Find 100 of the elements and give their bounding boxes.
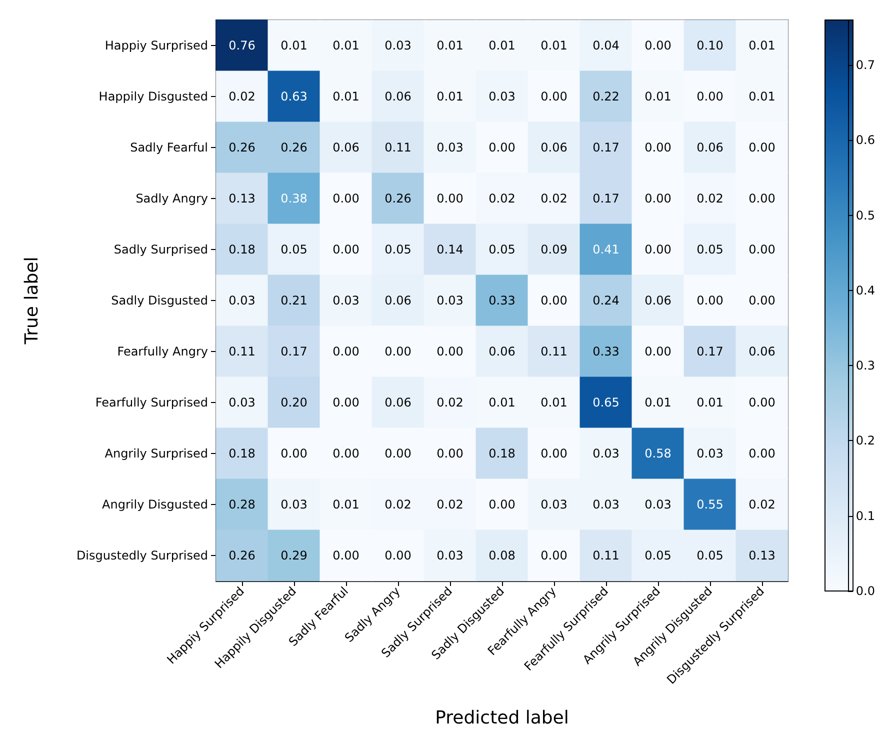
data-label: 0.10 bbox=[696, 38, 724, 52]
data-label: 0.00 bbox=[644, 242, 672, 256]
data-label: 0.01 bbox=[644, 90, 672, 104]
data-label: 0.01 bbox=[436, 90, 464, 104]
data-label: 0.02 bbox=[540, 192, 568, 206]
data-label: 0.18 bbox=[488, 446, 516, 460]
y-tick-label: Fearfully Angry bbox=[117, 344, 208, 358]
y-tick-label: Happily Disgusted bbox=[98, 90, 208, 104]
data-label: 0.00 bbox=[644, 38, 672, 52]
data-label: 0.11 bbox=[228, 344, 256, 358]
data-label: 0.00 bbox=[332, 548, 360, 562]
y-axis-title: True label bbox=[22, 256, 42, 346]
data-label: 0.03 bbox=[436, 294, 464, 308]
data-label: 0.00 bbox=[644, 192, 672, 206]
data-label: 0.05 bbox=[644, 548, 672, 562]
data-label: 0.03 bbox=[592, 446, 620, 460]
data-label: 0.00 bbox=[332, 396, 360, 410]
data-label: 0.00 bbox=[748, 140, 776, 154]
color-bar-label: 0.7 bbox=[856, 58, 876, 72]
data-label: 0.03 bbox=[540, 498, 568, 512]
data-label: 0.00 bbox=[748, 396, 776, 410]
data-label: 0.22 bbox=[592, 90, 620, 104]
y-tick-label: Sadly Fearful bbox=[130, 140, 208, 154]
data-label: 0.05 bbox=[280, 242, 308, 256]
data-label: 0.05 bbox=[488, 242, 516, 256]
data-label: 0.00 bbox=[384, 446, 412, 460]
data-label: 0.06 bbox=[384, 396, 412, 410]
data-label: 0.00 bbox=[488, 140, 516, 154]
data-label: 0.03 bbox=[228, 294, 256, 308]
data-label: 0.38 bbox=[280, 192, 308, 206]
data-label: 0.00 bbox=[696, 90, 724, 104]
color-bar-label: 0.2 bbox=[856, 434, 876, 448]
data-label: 0.08 bbox=[488, 548, 516, 562]
data-label: 0.65 bbox=[592, 396, 620, 410]
data-label: 0.06 bbox=[332, 140, 360, 154]
data-label: 0.26 bbox=[228, 548, 256, 562]
data-label: 0.01 bbox=[644, 396, 672, 410]
data-label: 0.17 bbox=[592, 192, 620, 206]
data-label: 0.29 bbox=[280, 548, 308, 562]
data-label: 0.28 bbox=[228, 498, 256, 512]
data-label: 0.03 bbox=[436, 140, 464, 154]
y-tick-label: Sadly Disgusted bbox=[111, 294, 208, 308]
data-label: 0.00 bbox=[748, 294, 776, 308]
data-label: 0.03 bbox=[228, 396, 256, 410]
data-label: 0.18 bbox=[228, 446, 256, 460]
data-label: 0.00 bbox=[540, 294, 568, 308]
data-label: 0.00 bbox=[280, 446, 308, 460]
data-label: 0.58 bbox=[644, 446, 672, 460]
data-label: 0.01 bbox=[436, 38, 464, 52]
data-label: 0.02 bbox=[384, 498, 412, 512]
data-label: 0.11 bbox=[540, 344, 568, 358]
y-tick-label: Disgustedly Surprised bbox=[76, 548, 208, 562]
data-label: 0.03 bbox=[696, 446, 724, 460]
data-label: 0.63 bbox=[280, 90, 308, 104]
data-label: 0.00 bbox=[332, 192, 360, 206]
data-label: 0.06 bbox=[384, 90, 412, 104]
color-bar-label: 0.0 bbox=[856, 584, 876, 598]
data-label: 0.33 bbox=[592, 344, 620, 358]
data-label: 0.01 bbox=[540, 396, 568, 410]
data-label: 0.06 bbox=[488, 344, 516, 358]
data-label: 0.01 bbox=[280, 38, 308, 52]
data-label: 0.26 bbox=[280, 140, 308, 154]
data-label: 0.00 bbox=[436, 344, 464, 358]
data-label: 0.00 bbox=[436, 446, 464, 460]
data-label: 0.06 bbox=[696, 140, 724, 154]
data-label: 0.05 bbox=[696, 242, 724, 256]
data-label: 0.03 bbox=[384, 38, 412, 52]
color-bar-label: 0.6 bbox=[856, 133, 876, 148]
data-label: 0.13 bbox=[748, 548, 776, 562]
data-label: 0.41 bbox=[592, 242, 620, 256]
data-label: 0.17 bbox=[696, 344, 724, 358]
data-label: 0.11 bbox=[592, 548, 620, 562]
data-label: 0.13 bbox=[228, 192, 256, 206]
data-label: 0.00 bbox=[436, 192, 464, 206]
data-label: 0.03 bbox=[280, 498, 308, 512]
data-label: 0.55 bbox=[696, 498, 724, 512]
color-bar-label: 0.4 bbox=[856, 283, 876, 298]
data-label: 0.04 bbox=[592, 38, 620, 52]
y-tick-label: Happiy Surprised bbox=[104, 38, 208, 52]
data-label: 0.02 bbox=[488, 192, 516, 206]
y-tick-label: Sadly Surprised bbox=[114, 242, 208, 256]
data-label: 0.01 bbox=[488, 396, 516, 410]
data-label: 0.01 bbox=[488, 38, 516, 52]
data-label: 0.00 bbox=[384, 344, 412, 358]
data-label: 0.01 bbox=[540, 38, 568, 52]
x-axis-title: Predicted label bbox=[435, 708, 569, 728]
data-label: 0.00 bbox=[696, 294, 724, 308]
data-label: 0.00 bbox=[644, 140, 672, 154]
data-label: 0.01 bbox=[696, 396, 724, 410]
data-label: 0.24 bbox=[592, 294, 620, 308]
data-label: 0.33 bbox=[488, 294, 516, 308]
data-label: 0.05 bbox=[696, 548, 724, 562]
data-label: 0.00 bbox=[332, 242, 360, 256]
data-label: 0.06 bbox=[540, 140, 568, 154]
data-label: 0.00 bbox=[540, 548, 568, 562]
data-label: 0.00 bbox=[540, 90, 568, 104]
data-label: 0.26 bbox=[228, 140, 256, 154]
data-label: 0.03 bbox=[436, 548, 464, 562]
color-bar-label: 0.5 bbox=[856, 208, 876, 222]
data-label: 0.17 bbox=[592, 140, 620, 154]
